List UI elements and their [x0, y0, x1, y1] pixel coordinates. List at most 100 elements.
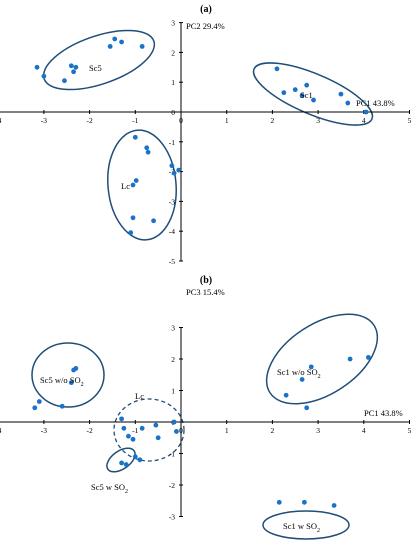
- point-sc5-w-so2: [137, 457, 143, 463]
- x-tick-label: 0: [179, 116, 183, 125]
- point-sc1-w-so2: [276, 499, 282, 505]
- point-sc1: [274, 66, 280, 72]
- point-sc5: [73, 64, 79, 70]
- point-sc5-w-o-so2: [32, 405, 38, 411]
- sc5-wo-so2-ellipse: [31, 342, 105, 408]
- point-lc: [176, 167, 182, 173]
- x-tick-label: 4: [362, 426, 366, 435]
- sc1-ellipse: [252, 62, 374, 126]
- y-tick-label: 2: [171, 355, 175, 364]
- point-sc5: [68, 63, 74, 69]
- point-lc: [132, 134, 138, 140]
- x-tick-label: -2: [86, 426, 92, 435]
- panel-b-title: (b): [200, 275, 212, 286]
- point-sc1-w-o-so2: [299, 377, 305, 382]
- sc1-label: Sc1: [300, 90, 313, 100]
- lc-dashed-ellipse: [113, 398, 185, 462]
- point-sc1: [299, 93, 305, 99]
- point-lc: [130, 182, 136, 188]
- point-lc: [171, 419, 177, 425]
- point-sc5-w-so2: [132, 454, 138, 460]
- x-tick-label: -4: [0, 116, 2, 125]
- y-tick-label: 1: [171, 387, 175, 396]
- y-tick-label: 2: [171, 48, 175, 57]
- point-sc5: [107, 44, 113, 49]
- point-sc5: [34, 64, 40, 70]
- y-tick-label: -5: [169, 257, 175, 266]
- sc5-label: Sc5: [89, 63, 102, 73]
- panel-a-x-axis-label: PC1 43.8%: [356, 98, 395, 108]
- y-tick-label: -4: [169, 227, 175, 236]
- lc-b-label: Lc: [135, 391, 144, 401]
- point-sc5: [139, 44, 145, 49]
- x-tick-label: 0: [179, 426, 183, 435]
- panel-b-points: [32, 355, 371, 508]
- y-tick-label: 3: [171, 324, 175, 333]
- y-tick-label: 1: [171, 78, 175, 87]
- point-lc: [139, 425, 145, 431]
- point-sc1-w-o-so2: [365, 355, 371, 360]
- sc5-w-so2-ellipse: [106, 447, 136, 473]
- point-sc1-w-o-so2: [304, 405, 310, 411]
- point-sc5: [62, 78, 67, 84]
- point-sc1: [311, 97, 316, 103]
- x-tick-label: -4: [0, 426, 2, 435]
- point-lc: [169, 163, 175, 169]
- point-sc5-w-o-so2: [73, 366, 79, 371]
- point-sc5: [41, 73, 47, 79]
- x-tick-label: 1: [225, 116, 229, 125]
- point-lc: [121, 425, 127, 431]
- sc1-w-so2-ellipse: [262, 510, 350, 540]
- panel-a-ellipses: [42, 29, 374, 241]
- point-sc1-w-o-so2: [283, 392, 289, 398]
- point-sc5: [71, 69, 77, 75]
- point-sc5-w-so2: [123, 462, 129, 467]
- x-tick-label: 2: [271, 116, 275, 125]
- x-tick-label: -3: [41, 426, 47, 435]
- lc-label: Lc: [121, 181, 130, 191]
- point-lc: [144, 145, 150, 151]
- x-tick-label: -2: [86, 116, 92, 125]
- y-tick-label: 0: [171, 108, 175, 117]
- x-tick-label: 1: [225, 426, 229, 435]
- panel-b-y-axis-label: PC3 15.4%: [186, 287, 225, 297]
- x-tick-label: 5: [408, 116, 412, 125]
- point-lc: [128, 230, 134, 236]
- point-lc: [126, 433, 131, 439]
- point-sc1-w-so2: [331, 503, 337, 508]
- x-tick-label: -3: [41, 116, 47, 125]
- point-sc1-w-o-so2: [347, 356, 353, 362]
- x-tick-label: -1: [132, 426, 138, 435]
- point-sc1: [338, 91, 344, 97]
- sc1-wo-so2-label: Sc1 w/o SO2: [277, 367, 321, 380]
- point-sc1: [281, 90, 287, 96]
- point-lc: [130, 436, 136, 442]
- point-sc1: [363, 109, 369, 115]
- y-tick-label: 3: [171, 19, 175, 28]
- sc5-w-so2-label: Sc5 w SO2: [91, 482, 128, 495]
- y-tick-label: -2: [169, 481, 175, 490]
- point-lc: [119, 416, 124, 422]
- panel-b-x-axis-label: PC1 43.8%: [364, 408, 403, 418]
- y-tick-label: -3: [169, 513, 175, 522]
- x-tick-label: 4: [362, 116, 366, 125]
- sc5-ellipse: [42, 29, 156, 91]
- point-lc: [174, 429, 179, 434]
- x-tick-label: 5: [408, 426, 412, 435]
- panel-b-ellipses: [31, 313, 379, 540]
- point-sc5-w-o-so2: [36, 399, 42, 404]
- sc1-wo-so2-ellipse: [265, 313, 379, 405]
- x-tick-label: -1: [132, 116, 138, 125]
- point-lc: [171, 170, 177, 176]
- point-sc5-w-o-so2: [59, 403, 65, 409]
- point-sc1: [292, 87, 298, 93]
- x-tick-label: 2: [271, 426, 275, 435]
- point-lc: [155, 435, 161, 441]
- point-sc1: [304, 82, 310, 88]
- point-sc5: [112, 36, 118, 42]
- sc5-wo-so2-label: Sc5 w/o SO2: [40, 375, 84, 388]
- point-sc1: [345, 100, 351, 106]
- panel-a-points: [34, 36, 369, 236]
